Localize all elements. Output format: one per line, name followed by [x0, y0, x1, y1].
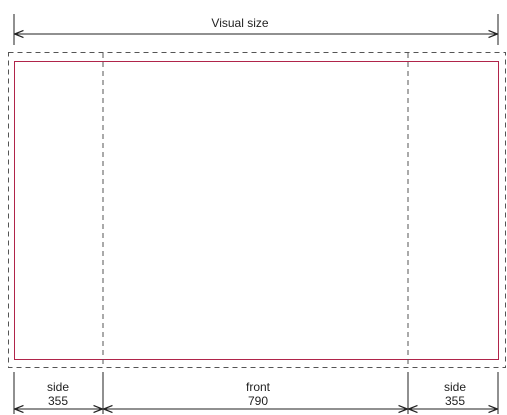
panel-front-labels: front 790 — [246, 380, 271, 408]
dashed-outer-boundary — [8, 52, 506, 368]
visual-area-border — [14, 61, 499, 360]
visual-size-label: Visual size — [211, 16, 268, 30]
panel-right-labels: side 355 — [444, 380, 466, 408]
panel-front-name: front — [246, 380, 271, 394]
panel-right-value: 355 — [445, 394, 465, 408]
visual-size-dimension: Visual size — [13, 14, 499, 45]
panel-extension-lines — [13, 372, 499, 414]
panel-left-value: 355 — [48, 394, 68, 408]
panel-front-value: 790 — [248, 394, 268, 408]
panel-left-labels: side 355 — [47, 380, 69, 408]
panel-left-name: side — [47, 380, 69, 394]
panel-right-name: side — [444, 380, 466, 394]
